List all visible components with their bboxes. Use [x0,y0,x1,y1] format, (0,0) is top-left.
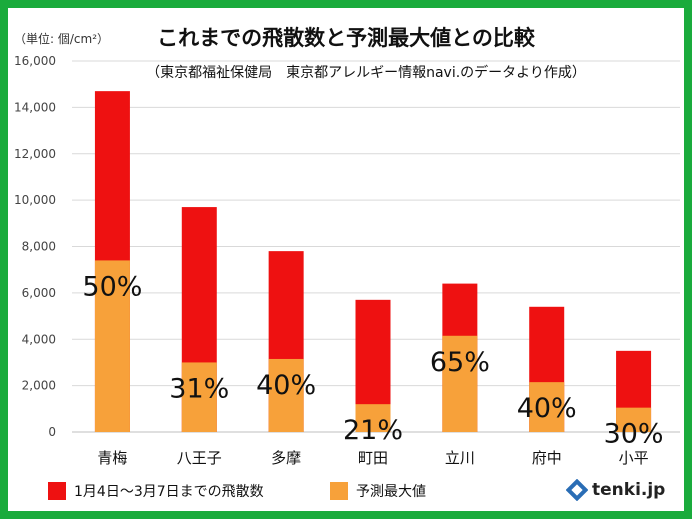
tenki-logo-icon [566,479,588,501]
legend-label-predicted: 予測最大値 [356,484,426,500]
x-tick-label: 小平 [619,449,649,467]
legend-item-observed: 1月4日～3月7日までの飛散数 [48,481,264,501]
y-tick-label: 16,000 [14,54,56,68]
x-tick-label: 立川 [445,449,475,467]
y-tick-label: 10,000 [14,193,56,207]
data-label: 31% [169,373,229,404]
brand-logo: tenki.jp [566,479,665,501]
y-axis-unit: （単位: 個/cm²） [14,32,109,46]
x-tick-label: 八王子 [177,449,222,467]
chart-title: これまでの飛散数と予測最大値との比較 [157,26,535,50]
x-tick-label: 多摩 [271,449,301,467]
y-tick-label: 2,000 [22,379,56,393]
legend-swatch-predicted [330,482,348,500]
y-tick-label: 12,000 [14,147,56,161]
legend-swatch-observed [48,482,66,500]
legend-item-predicted: 予測最大値 [330,481,426,501]
data-label: 50% [82,271,142,302]
x-tick-label: 青梅 [97,449,127,467]
bar-predicted [94,260,130,432]
data-label: 65% [430,347,490,378]
bar-predicted [616,407,652,432]
bar-predicted [181,362,217,432]
bar-predicted [355,404,391,432]
legend-label-observed: 1月4日～3月7日までの飛散数 [74,484,264,500]
data-label: 21% [343,415,403,446]
bar-predicted [268,358,304,432]
data-label: 30% [604,419,664,450]
bar-predicted [442,335,478,432]
chart-subtitle: （東京都福祉保健局 東京都アレルギー情報navi.のデータより作成） [146,65,586,81]
data-label: 40% [256,370,316,401]
brand-name: tenki.jp [592,480,666,500]
bar-predicted [529,382,565,432]
y-tick-label: 14,000 [14,100,56,114]
y-tick-label: 8,000 [22,240,56,254]
y-tick-label: 6,000 [22,286,56,300]
x-tick-label: 府中 [532,449,562,467]
data-label: 40% [517,393,577,424]
x-tick-label: 町田 [358,449,388,467]
y-tick-label: 4,000 [22,332,56,346]
y-tick-label: 0 [48,425,56,439]
